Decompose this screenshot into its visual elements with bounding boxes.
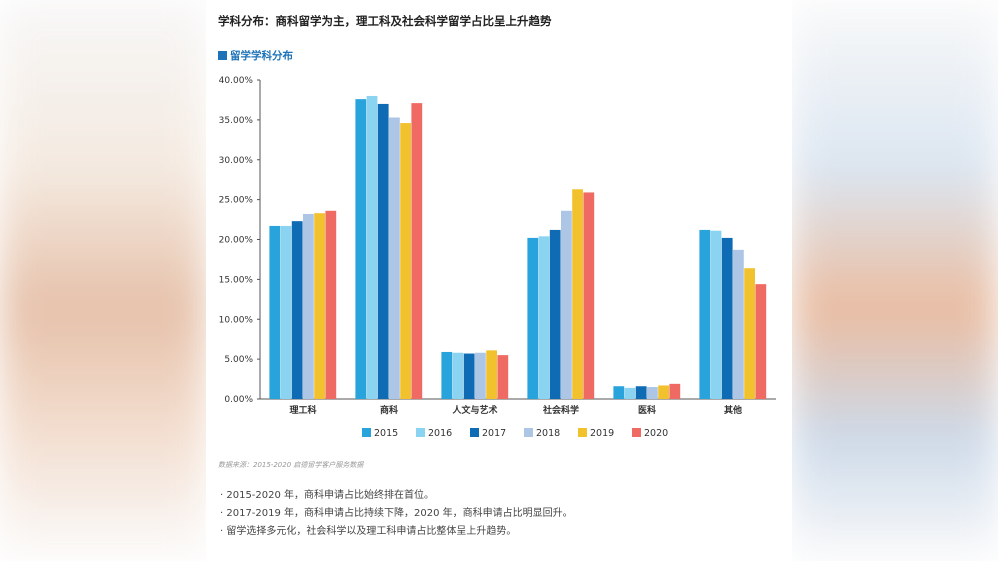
bar-2019 bbox=[744, 268, 755, 399]
bar-2019 bbox=[486, 350, 497, 399]
legend-swatch-2019 bbox=[578, 428, 587, 437]
bar-2016 bbox=[366, 95, 378, 399]
bar-2020 bbox=[497, 355, 509, 399]
bar-2017 bbox=[635, 386, 647, 399]
bar-2019 bbox=[400, 123, 411, 399]
subtitle-marker-icon bbox=[218, 51, 227, 60]
bar-2019 bbox=[572, 189, 583, 399]
notes-list: · 2015-2020 年，商科申请占比始终排在首位。 · 2017-2019 … bbox=[220, 487, 573, 541]
bar-2015 bbox=[699, 229, 711, 399]
bar-2016 bbox=[624, 387, 636, 399]
x-tick-label: 理工科 bbox=[289, 404, 316, 416]
background-right-blur bbox=[792, 0, 998, 561]
bar-2017 bbox=[721, 237, 733, 399]
bar-2018 bbox=[647, 387, 658, 399]
bar-2020 bbox=[583, 192, 595, 399]
bar-2017 bbox=[377, 103, 389, 400]
legend-label: 2017 bbox=[482, 428, 506, 439]
note-item: · 2017-2019 年，商科申请占比持续下降，2020 年，商科申请占比明显… bbox=[220, 508, 573, 519]
y-tick-label: 35.00% bbox=[219, 116, 254, 126]
bar-2016 bbox=[452, 352, 464, 399]
bar-2016 bbox=[280, 225, 292, 399]
bar-2020 bbox=[755, 284, 767, 399]
y-tick-label: 15.00% bbox=[219, 275, 254, 285]
legend-swatch-2018 bbox=[524, 428, 533, 437]
page-title: 学科分布：商科留学为主，理工科及社会科学留学占比呈上升趋势 bbox=[218, 14, 552, 28]
y-tick-label: 20.00% bbox=[219, 236, 254, 246]
bar-2020 bbox=[325, 210, 337, 399]
x-tick-label: 商科 bbox=[380, 404, 398, 416]
bar-2019 bbox=[658, 385, 669, 399]
chart-subtitle-text: 留学学科分布 bbox=[230, 50, 293, 62]
bar-2015 bbox=[527, 237, 539, 399]
x-tick-label: 其他 bbox=[724, 404, 742, 416]
bar-2017 bbox=[463, 353, 475, 399]
background-left-blur bbox=[0, 0, 206, 561]
bar-2019 bbox=[314, 213, 325, 399]
y-tick-label: 10.00% bbox=[219, 315, 254, 325]
bar-2016 bbox=[710, 230, 722, 399]
bar-2018 bbox=[389, 117, 400, 400]
y-tick-label: 25.00% bbox=[219, 196, 254, 206]
legend-label: 2015 bbox=[374, 428, 398, 439]
bar-2015 bbox=[613, 386, 625, 399]
chart-subtitle: 留学学科分布 bbox=[218, 48, 293, 63]
bar-2018 bbox=[561, 210, 572, 399]
bar-2018 bbox=[475, 352, 486, 399]
legend-swatch-2020 bbox=[632, 428, 641, 437]
legend-swatch-2015 bbox=[362, 428, 371, 437]
bar-2015 bbox=[269, 225, 281, 399]
legend-label: 2018 bbox=[536, 428, 560, 439]
bar-2015 bbox=[355, 99, 367, 399]
x-tick-label: 社会科学 bbox=[542, 404, 579, 416]
bar-2017 bbox=[549, 229, 561, 399]
bar-chart: 0.00% 5.00% 10.00% 15.00% 20.00% 25.00% 30.00%… bbox=[219, 76, 776, 439]
legend-swatch-2016 bbox=[416, 428, 425, 437]
legend-label: 2019 bbox=[590, 428, 614, 439]
x-tick-label: 人文与艺术 bbox=[451, 404, 497, 416]
legend-label: 2020 bbox=[644, 428, 668, 439]
bar-2017 bbox=[291, 221, 303, 399]
y-tick-label: 5.00% bbox=[224, 355, 253, 365]
note-item: · 2015-2020 年，商科申请占比始终排在首位。 bbox=[220, 490, 435, 501]
x-tick-label: 医科 bbox=[638, 404, 656, 416]
bar-2018 bbox=[303, 213, 314, 399]
y-tick-label: 40.00% bbox=[219, 76, 254, 86]
content-card: 学科分布：商科留学为主，理工科及社会科学留学占比呈上升趋势 留学学科分布 0.0… bbox=[206, 0, 792, 561]
legend-swatch-2017 bbox=[470, 428, 479, 437]
bar-2020 bbox=[411, 103, 423, 399]
note-item: · 留学选择多元化，社会科学以及理工科申请占比整体呈上升趋势。 bbox=[220, 526, 517, 537]
data-source: 数据来源：2015-2020 启德留学客户服务数据 bbox=[218, 461, 364, 469]
bar-2020 bbox=[669, 383, 681, 399]
bar-2015 bbox=[441, 351, 453, 399]
legend-label: 2016 bbox=[428, 428, 452, 439]
y-tick-label: 0.00% bbox=[224, 395, 253, 405]
bar-2016 bbox=[538, 236, 550, 399]
bar-2018 bbox=[733, 249, 744, 399]
y-tick-label: 30.00% bbox=[219, 156, 254, 166]
